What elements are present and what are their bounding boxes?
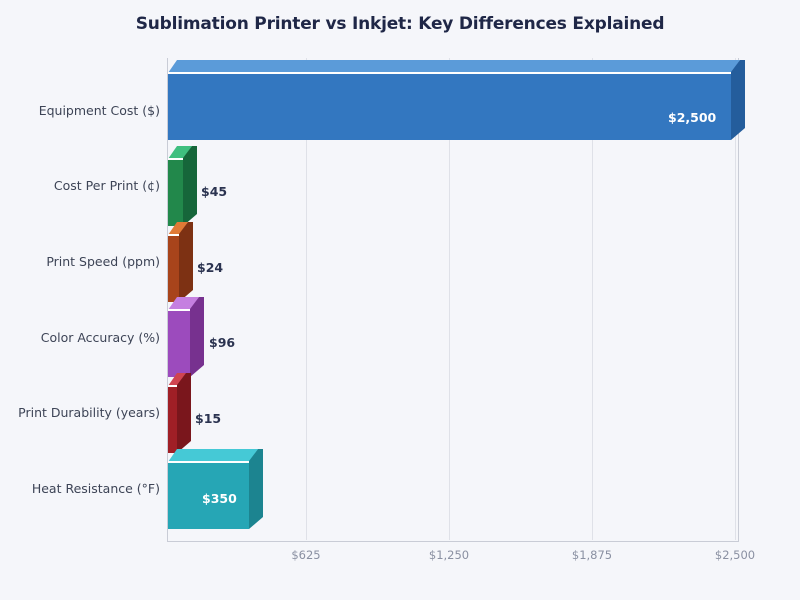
bar-side-face-equipment-cost bbox=[731, 60, 745, 140]
bar-highlight-color-accuracy bbox=[168, 309, 190, 311]
gridline-625 bbox=[306, 58, 307, 540]
chart-title: Sublimation Printer vs Inkjet: Key Diffe… bbox=[135, 14, 665, 34]
y-axis-label-cost-per-print: Cost Per Print (¢) bbox=[53, 178, 160, 193]
bar-highlight-print-speed bbox=[168, 234, 179, 236]
x-tick-label-1875: $1,875 bbox=[571, 548, 613, 562]
bar-color-accuracy[interactable]: $96 bbox=[168, 297, 235, 377]
bar-top-face-equipment-cost bbox=[168, 60, 740, 73]
bar-highlight-print-durability bbox=[168, 385, 177, 387]
bar-front-face-print-speed bbox=[168, 234, 179, 302]
bar-front-face-equipment-cost bbox=[168, 72, 731, 140]
gridline-2500 bbox=[735, 58, 736, 540]
bar-side-face-print-durability bbox=[177, 373, 191, 453]
x-tick-label-1250: $1,250 bbox=[428, 548, 470, 562]
bar-top-face-heat-resistance bbox=[168, 449, 258, 462]
bar-front-face-color-accuracy bbox=[168, 309, 190, 377]
bar-side-face-heat-resistance bbox=[249, 449, 263, 529]
bar-value-label-print-durability: $15 bbox=[195, 411, 222, 426]
bar-front-face-cost-per-print bbox=[168, 158, 183, 226]
bar-print-durability[interactable]: $15 bbox=[168, 373, 221, 453]
gridline-1875 bbox=[592, 58, 593, 540]
bar-highlight-heat-resistance bbox=[168, 461, 249, 463]
y-axis-label-equipment-cost: Equipment Cost ($) bbox=[38, 103, 160, 118]
bar-heat-resistance[interactable]: $350 bbox=[168, 449, 278, 529]
y-axis-label-print-speed: Print Speed (ppm) bbox=[46, 254, 160, 269]
bar-value-label-color-accuracy: $96 bbox=[209, 335, 236, 350]
bar-highlight-equipment-cost bbox=[168, 72, 731, 74]
bar-highlight-cost-per-print bbox=[168, 158, 183, 160]
y-axis-label-color-accuracy: Color Accuracy (%) bbox=[40, 330, 160, 345]
bar-equipment-cost[interactable]: $2,500 bbox=[168, 60, 748, 140]
y-axis-label-heat-resistance: Heat Resistance (°F) bbox=[31, 481, 160, 496]
bar-side-face-print-speed bbox=[179, 222, 193, 302]
bar-value-label-heat-resistance: $350 bbox=[202, 491, 237, 506]
bar-front-face-print-durability bbox=[168, 385, 177, 453]
bar-top-face-color-accuracy bbox=[168, 297, 199, 310]
x-tick-label-2500: $2,500 bbox=[714, 548, 756, 562]
bar-side-face-color-accuracy bbox=[190, 297, 204, 377]
bar-value-label-print-speed: $24 bbox=[197, 260, 224, 275]
bar-cost-per-print[interactable]: $45 bbox=[168, 146, 227, 226]
x-tick-label-625: $625 bbox=[291, 548, 321, 562]
bar-value-label-equipment-cost: $2,500 bbox=[668, 110, 717, 125]
y-axis-label-print-durability: Print Durability (years) bbox=[18, 405, 160, 420]
bar-side-face-cost-per-print bbox=[183, 146, 197, 226]
bar-front-face-heat-resistance bbox=[168, 461, 249, 529]
bar-value-label-cost-per-print: $45 bbox=[201, 184, 228, 199]
gridline-1250 bbox=[449, 58, 450, 540]
bar-print-speed[interactable]: $24 bbox=[168, 222, 223, 302]
